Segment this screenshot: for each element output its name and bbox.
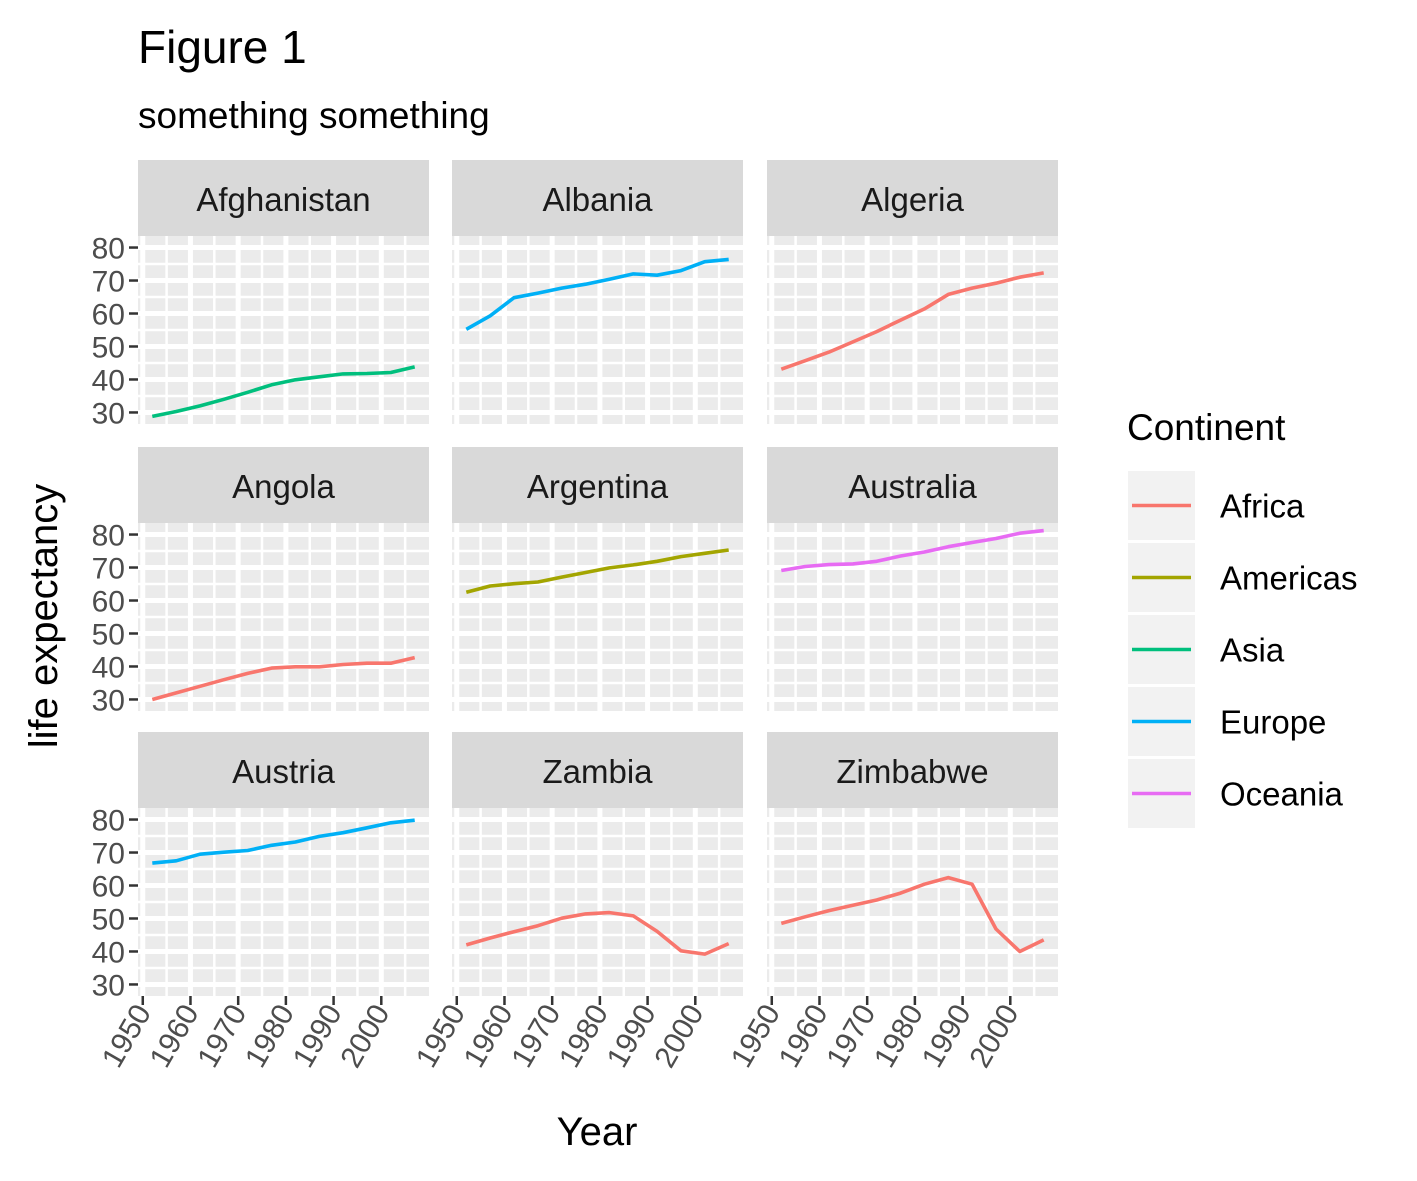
facet-strip [138,732,429,808]
series-line [151,655,416,702]
y-tick-label: 40 [92,936,125,969]
y-tick-label: 80 [92,233,125,266]
x-tick-label: 1970 [505,999,567,1073]
y-tick-label: 80 [92,805,125,838]
facet-panel: Zambia [452,732,743,996]
y-tick-label: 70 [92,838,125,871]
facet-label: Afghanistan [196,181,370,218]
x-tick-label: 1960 [144,999,206,1073]
y-tick-label: 40 [92,364,125,397]
facet-strip [767,447,1058,523]
facet-label: Algeria [861,181,964,218]
x-tick-label: 2000 [963,999,1025,1073]
legend-title: Continent [1127,407,1286,448]
facet-label: Zambia [542,753,653,790]
x-tick-label: 1950 [725,999,787,1073]
x-tick-label: 1990 [287,999,349,1073]
series-line [465,257,729,331]
x-axis-label: Year [557,1110,638,1154]
facet-label: Argentina [527,468,669,505]
y-tick-label: 50 [92,331,125,364]
x-tick-label: 1980 [553,999,615,1073]
series-line [780,875,1045,954]
facet-panel: Argentina [452,447,743,711]
x-tick-label: 1960 [458,999,520,1073]
y-tick-label: 30 [92,397,125,430]
facet-strip [452,732,743,808]
facet-panel: Austria [138,732,429,996]
legend-label: Asia [1220,632,1285,669]
series-line [780,271,1045,371]
facet-label: Albania [542,181,653,218]
facet-label: Zimbabwe [836,753,988,790]
facet-strip [767,732,1058,808]
y-tick-label: 40 [92,651,125,684]
facet-panel: Zimbabwe [767,732,1058,996]
x-tick-label: 2000 [648,999,710,1073]
legend-label: Oceania [1220,776,1344,813]
facet-strip [767,160,1058,236]
y-tick-label: 60 [92,299,125,332]
x-tick-label: 1980 [239,999,301,1073]
x-tick-label: 1950 [96,999,158,1073]
series-line [465,910,730,956]
legend-label: Americas [1220,560,1358,597]
facet-panel: Algeria [767,160,1058,424]
facet-strip [452,447,743,523]
y-tick-label: 60 [92,871,125,904]
x-tick-label: 1970 [820,999,882,1073]
x-tick-label: 1990 [601,999,663,1073]
y-tick-label: 60 [92,586,125,619]
series-line [781,528,1044,573]
facet-strip [138,160,429,236]
legend-label: Africa [1220,488,1305,525]
y-axis-label: life expectancy [22,484,66,749]
y-tick-label: 80 [92,520,125,553]
series-line [465,548,729,595]
facet-panel: Australia [767,447,1058,711]
facet-label: Australia [848,468,977,505]
y-tick-label: 70 [92,553,125,586]
facet-strip [452,160,743,236]
chart-subtitle: something something [138,95,490,136]
facet-label: Angola [232,468,335,505]
x-tick-label: 1990 [916,999,978,1073]
x-tick-label: 2000 [334,999,396,1073]
facet-strip [138,447,429,523]
x-tick-label: 1980 [868,999,930,1073]
facet-label: Austria [232,753,335,790]
chart-title: Figure 1 [138,21,307,73]
y-tick-label: 70 [92,266,125,299]
y-tick-label: 50 [92,618,125,651]
y-tick-label: 30 [92,969,125,1002]
legend: Continent Africa Americas Asia Europe Oceani… [1127,407,1358,828]
facet-panels: Afghanistan Albania Algeria Angola Argentina… [138,160,1058,996]
facet-panel: Afghanistan [138,160,429,424]
series-line [152,818,415,865]
facet-panel: Angola [138,447,429,711]
series-line [151,365,416,419]
y-tick-label: 50 [92,903,125,936]
x-tick-label: 1960 [773,999,835,1073]
legend-label: Europe [1220,704,1326,741]
x-tick-label: 1950 [410,999,472,1073]
facet-panel: Albania [452,160,743,424]
x-tick-label: 1970 [191,999,253,1073]
y-tick-label: 30 [92,684,125,717]
